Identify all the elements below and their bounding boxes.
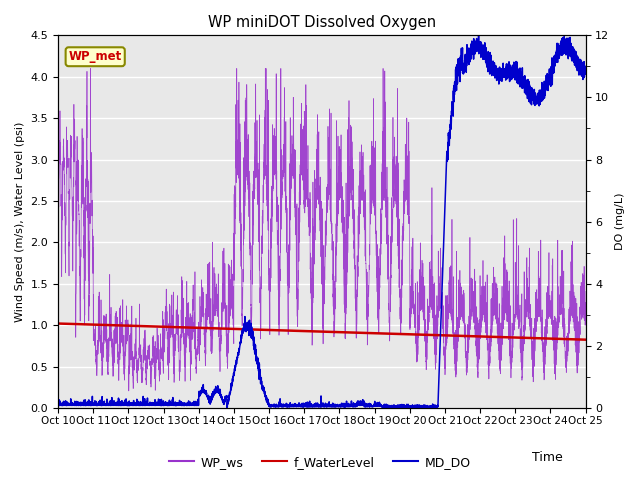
Text: Time: Time <box>532 451 563 464</box>
Text: WP_met: WP_met <box>68 50 122 63</box>
Title: WP miniDOT Dissolved Oxygen: WP miniDOT Dissolved Oxygen <box>208 15 436 30</box>
Y-axis label: DO (mg/L): DO (mg/L) <box>615 193 625 251</box>
Legend: WP_ws, f_WaterLevel, MD_DO: WP_ws, f_WaterLevel, MD_DO <box>164 451 476 474</box>
Y-axis label: Wind Speed (m/s), Water Level (psi): Wind Speed (m/s), Water Level (psi) <box>15 121 25 322</box>
